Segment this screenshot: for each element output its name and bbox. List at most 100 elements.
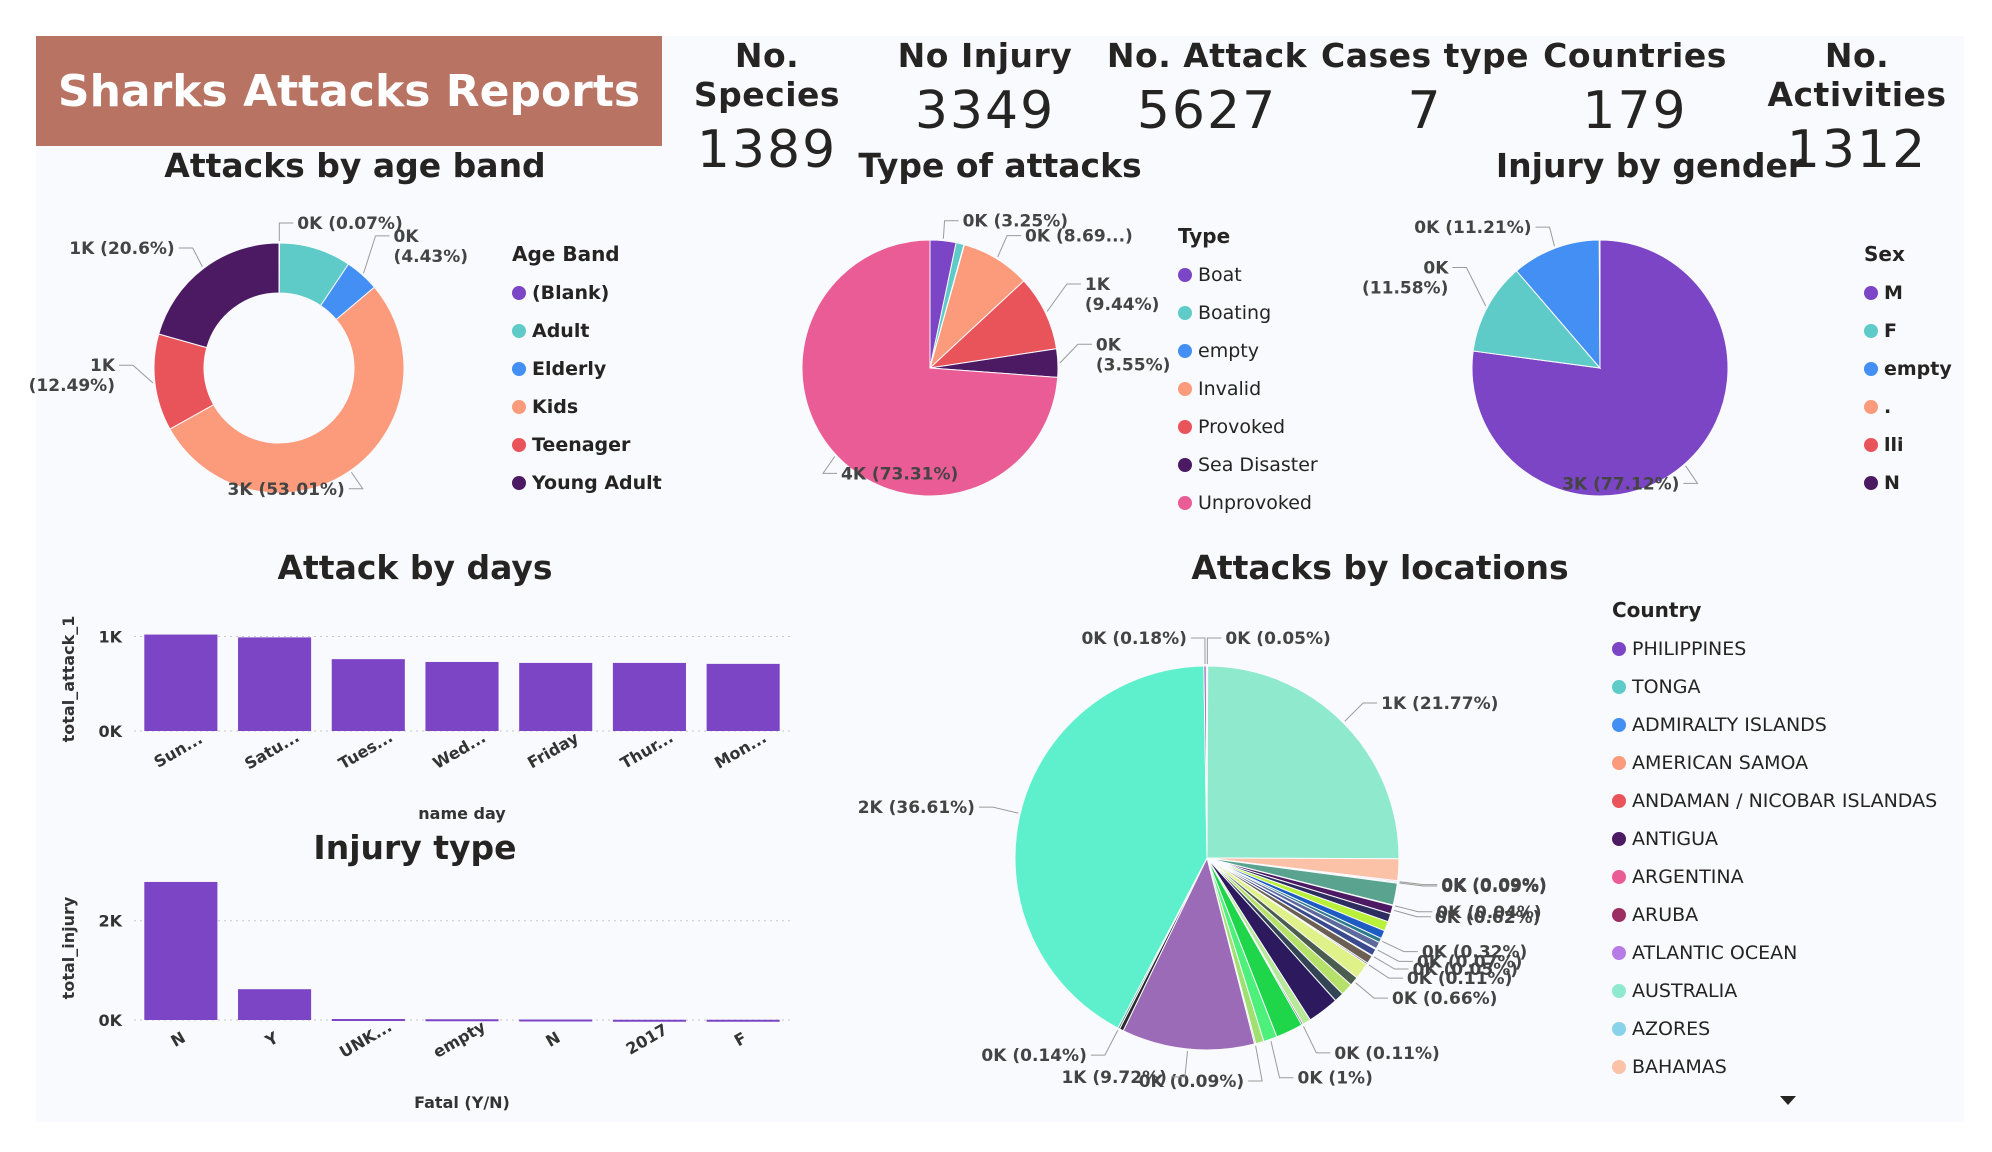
injury-type-bar[interactable] bbox=[519, 1019, 593, 1022]
age-band-legend-item[interactable]: Teenager bbox=[512, 426, 662, 464]
gender-slice[interactable] bbox=[1471, 239, 1729, 497]
location-leader-line bbox=[1377, 949, 1413, 962]
age-band-legend-item[interactable]: Elderly bbox=[512, 350, 662, 388]
legend-marker-icon bbox=[1178, 496, 1192, 510]
legend-label: (Blank) bbox=[532, 282, 610, 304]
legend-scroll-down-icon[interactable] bbox=[1780, 1096, 1796, 1105]
attack-type-legend-item[interactable]: Boat bbox=[1178, 256, 1318, 294]
x-tick-label: Tues... bbox=[335, 727, 396, 773]
age-band-legend-item[interactable]: Kids bbox=[512, 388, 662, 426]
location-data-label: 0K (0.09%) bbox=[1441, 877, 1546, 897]
x-axis-title: Fatal (Y/N) bbox=[414, 1093, 510, 1112]
attack-type-data-label: 1K (9.44%) bbox=[1085, 275, 1160, 315]
injury-type-bar[interactable] bbox=[612, 1019, 686, 1022]
location-leader-line bbox=[1373, 956, 1409, 970]
days-bar[interactable] bbox=[519, 662, 593, 731]
legend-label: AUSTRALIA bbox=[1632, 980, 1738, 1002]
location-data-label: 0K (0.11%) bbox=[1334, 1044, 1439, 1064]
location-data-label: 1K (9.72%) bbox=[1061, 1068, 1166, 1088]
kpi-card: Countries 179 bbox=[1530, 36, 1740, 141]
country-legend-item[interactable]: BAHAMAS bbox=[1612, 1048, 1937, 1086]
location-slice[interactable] bbox=[1206, 665, 1400, 860]
legend-label: ARGENTINA bbox=[1632, 866, 1744, 888]
country-legend-item[interactable]: PHILIPPINES bbox=[1612, 630, 1937, 668]
days-bar[interactable] bbox=[238, 637, 312, 731]
injury-type-bar[interactable] bbox=[238, 989, 312, 1020]
chart-title-attack-type: Type of attacks bbox=[858, 146, 1142, 185]
location-leader-line bbox=[1190, 637, 1206, 665]
attack-type-legend-item[interactable]: Provoked bbox=[1178, 408, 1318, 446]
age-band-legend: Age Band (Blank) Adult Elderly Kids Teenager… bbox=[512, 242, 662, 502]
country-legend-item[interactable]: AZORES bbox=[1612, 1010, 1937, 1048]
chart-title-locations: Attacks by locations bbox=[1191, 548, 1569, 587]
report-title-banner: Sharks Attacks Reports bbox=[36, 36, 662, 146]
gender-legend-item[interactable]: lli bbox=[1864, 426, 1952, 464]
x-tick-label: Thur... bbox=[617, 728, 676, 773]
gender-legend-item[interactable]: M bbox=[1864, 274, 1952, 312]
attack-type-legend-item[interactable]: Unprovoked bbox=[1178, 484, 1318, 522]
location-slice[interactable] bbox=[1205, 665, 1208, 859]
age-band-slice[interactable] bbox=[158, 242, 280, 349]
days-bar[interactable] bbox=[331, 659, 405, 731]
legend-marker-icon bbox=[1864, 286, 1878, 300]
country-legend-item[interactable]: TONGA bbox=[1612, 668, 1937, 706]
legend-marker-icon bbox=[1864, 324, 1878, 338]
location-data-label: 0K (0.11%) bbox=[1407, 969, 1512, 989]
days-bar[interactable] bbox=[612, 662, 686, 731]
injury-type-bar[interactable] bbox=[144, 881, 218, 1020]
country-legend-item[interactable]: AMERICAN SAMOA bbox=[1612, 744, 1937, 782]
age-band-legend-item[interactable]: Adult bbox=[512, 312, 662, 350]
kpi-label: Countries bbox=[1543, 36, 1727, 75]
gender-slice[interactable] bbox=[1515, 239, 1601, 370]
age-band-slice[interactable] bbox=[169, 286, 405, 494]
legend-marker-icon bbox=[512, 362, 526, 376]
gender-legend-item[interactable]: empty bbox=[1864, 350, 1952, 388]
country-legend-item[interactable]: AUSTRALIA bbox=[1612, 972, 1937, 1010]
gender-legend-item[interactable]: . bbox=[1864, 388, 1952, 426]
x-tick-label: empty bbox=[430, 1016, 489, 1061]
age-band-legend-item[interactable]: (Blank) bbox=[512, 274, 662, 312]
kpi-label: Cases type bbox=[1321, 36, 1529, 75]
injury-type-bar[interactable] bbox=[706, 1019, 780, 1022]
country-legend-item[interactable]: ADMIRALTY ISLANDS bbox=[1612, 706, 1937, 744]
gender-leader-line bbox=[1535, 226, 1555, 247]
attack-type-legend-item[interactable]: empty bbox=[1178, 332, 1318, 370]
days-bar[interactable] bbox=[144, 634, 218, 731]
attack-type-legend-item[interactable]: Boating bbox=[1178, 294, 1318, 332]
legend-label: Invalid bbox=[1198, 378, 1262, 400]
days-bar[interactable] bbox=[706, 663, 780, 731]
legend-label: empty bbox=[1884, 358, 1952, 380]
report-title: Sharks Attacks Reports bbox=[57, 65, 641, 117]
country-legend-item[interactable]: ARGENTINA bbox=[1612, 858, 1937, 896]
age-band-leader-line bbox=[178, 247, 203, 267]
chart-title-gender: Injury by gender bbox=[1495, 146, 1805, 185]
legend-label: . bbox=[1884, 396, 1892, 418]
attack-type-slice[interactable] bbox=[801, 239, 1059, 497]
legend-label: ARUBA bbox=[1632, 904, 1699, 926]
gender-slice[interactable] bbox=[1472, 270, 1602, 369]
kpi-card: No. Activities 1312 bbox=[1742, 36, 1972, 180]
country-legend-item[interactable]: ANDAMAN / NICOBAR ISLANDAS bbox=[1612, 782, 1937, 820]
gender-leader-line bbox=[1452, 267, 1487, 307]
country-legend-item[interactable]: ANTIGUA bbox=[1612, 820, 1937, 858]
age-band-leader-line bbox=[119, 364, 154, 384]
gender-legend-item[interactable]: F bbox=[1864, 312, 1952, 350]
days-bar[interactable] bbox=[425, 661, 499, 731]
age-band-legend-item[interactable]: Young Adult bbox=[512, 464, 662, 502]
attack-type-legend-item[interactable]: Sea Disaster bbox=[1178, 446, 1318, 484]
x-tick-label: N bbox=[542, 1028, 563, 1051]
country-legend-item[interactable]: ATLANTIC OCEAN bbox=[1612, 934, 1937, 972]
attack-type-legend-item[interactable]: Invalid bbox=[1178, 370, 1318, 408]
legend-marker-icon bbox=[1612, 946, 1626, 960]
location-slice[interactable] bbox=[1014, 665, 1208, 1029]
injury-type-bar[interactable] bbox=[425, 1019, 499, 1022]
attack-type-data-label: 4K (73.31%) bbox=[841, 464, 958, 484]
country-legend-item[interactable]: ARUBA bbox=[1612, 896, 1937, 934]
attack-type-slice[interactable] bbox=[928, 280, 1058, 369]
location-slice[interactable] bbox=[1122, 856, 1256, 1051]
injury-type-bar[interactable] bbox=[331, 1019, 405, 1022]
legend-marker-icon bbox=[512, 286, 526, 300]
location-data-label: 2K (36.61%) bbox=[858, 798, 975, 818]
gender-legend-item[interactable]: N bbox=[1864, 464, 1952, 502]
